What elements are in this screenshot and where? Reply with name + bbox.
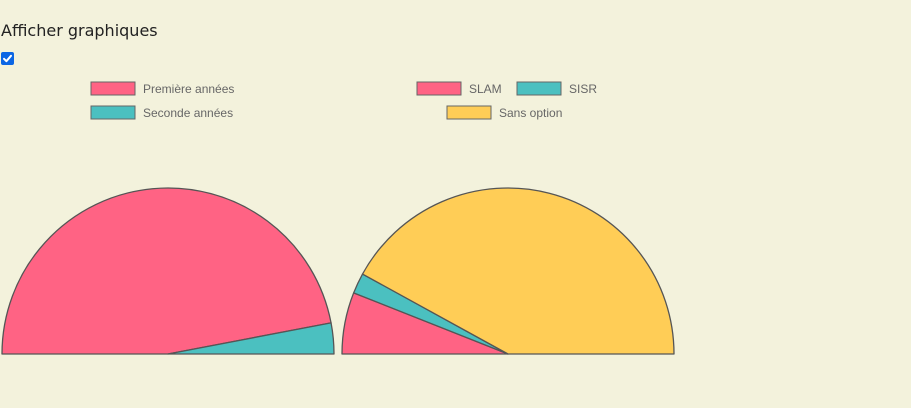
year-chart-legend: Première années Seconde années [90, 81, 234, 120]
legend-swatch-1[interactable] [516, 81, 562, 96]
option-chart: SLAM SISR Sans option [341, 81, 675, 355]
slice-première-années[interactable] [1, 187, 332, 355]
legend-swatch-0[interactable] [90, 81, 136, 96]
slice-sans-option[interactable] [361, 187, 675, 355]
legend-swatch-0[interactable] [416, 81, 462, 96]
legend-label-1[interactable]: Seconde années [143, 106, 233, 120]
legend-swatch-2[interactable] [446, 105, 492, 120]
checkmark-icon [3, 54, 12, 63]
legend-swatch-1[interactable] [90, 105, 136, 120]
year-chart: Première années Seconde années [1, 81, 335, 355]
year-chart-slices [1, 187, 335, 355]
legend-label-0[interactable]: Première années [143, 82, 234, 96]
option-chart-legend: SLAM SISR Sans option [416, 81, 597, 120]
legend-label-2[interactable]: Sans option [499, 106, 562, 120]
option-chart-slices [341, 187, 675, 355]
legend-label-0[interactable]: SLAM [469, 82, 502, 96]
show-charts-label: Afficher graphiques [1, 21, 158, 40]
show-charts-checkbox[interactable] [1, 52, 14, 65]
legend-label-1[interactable]: SISR [569, 82, 597, 96]
slice-seconde-années[interactable] [167, 322, 335, 355]
